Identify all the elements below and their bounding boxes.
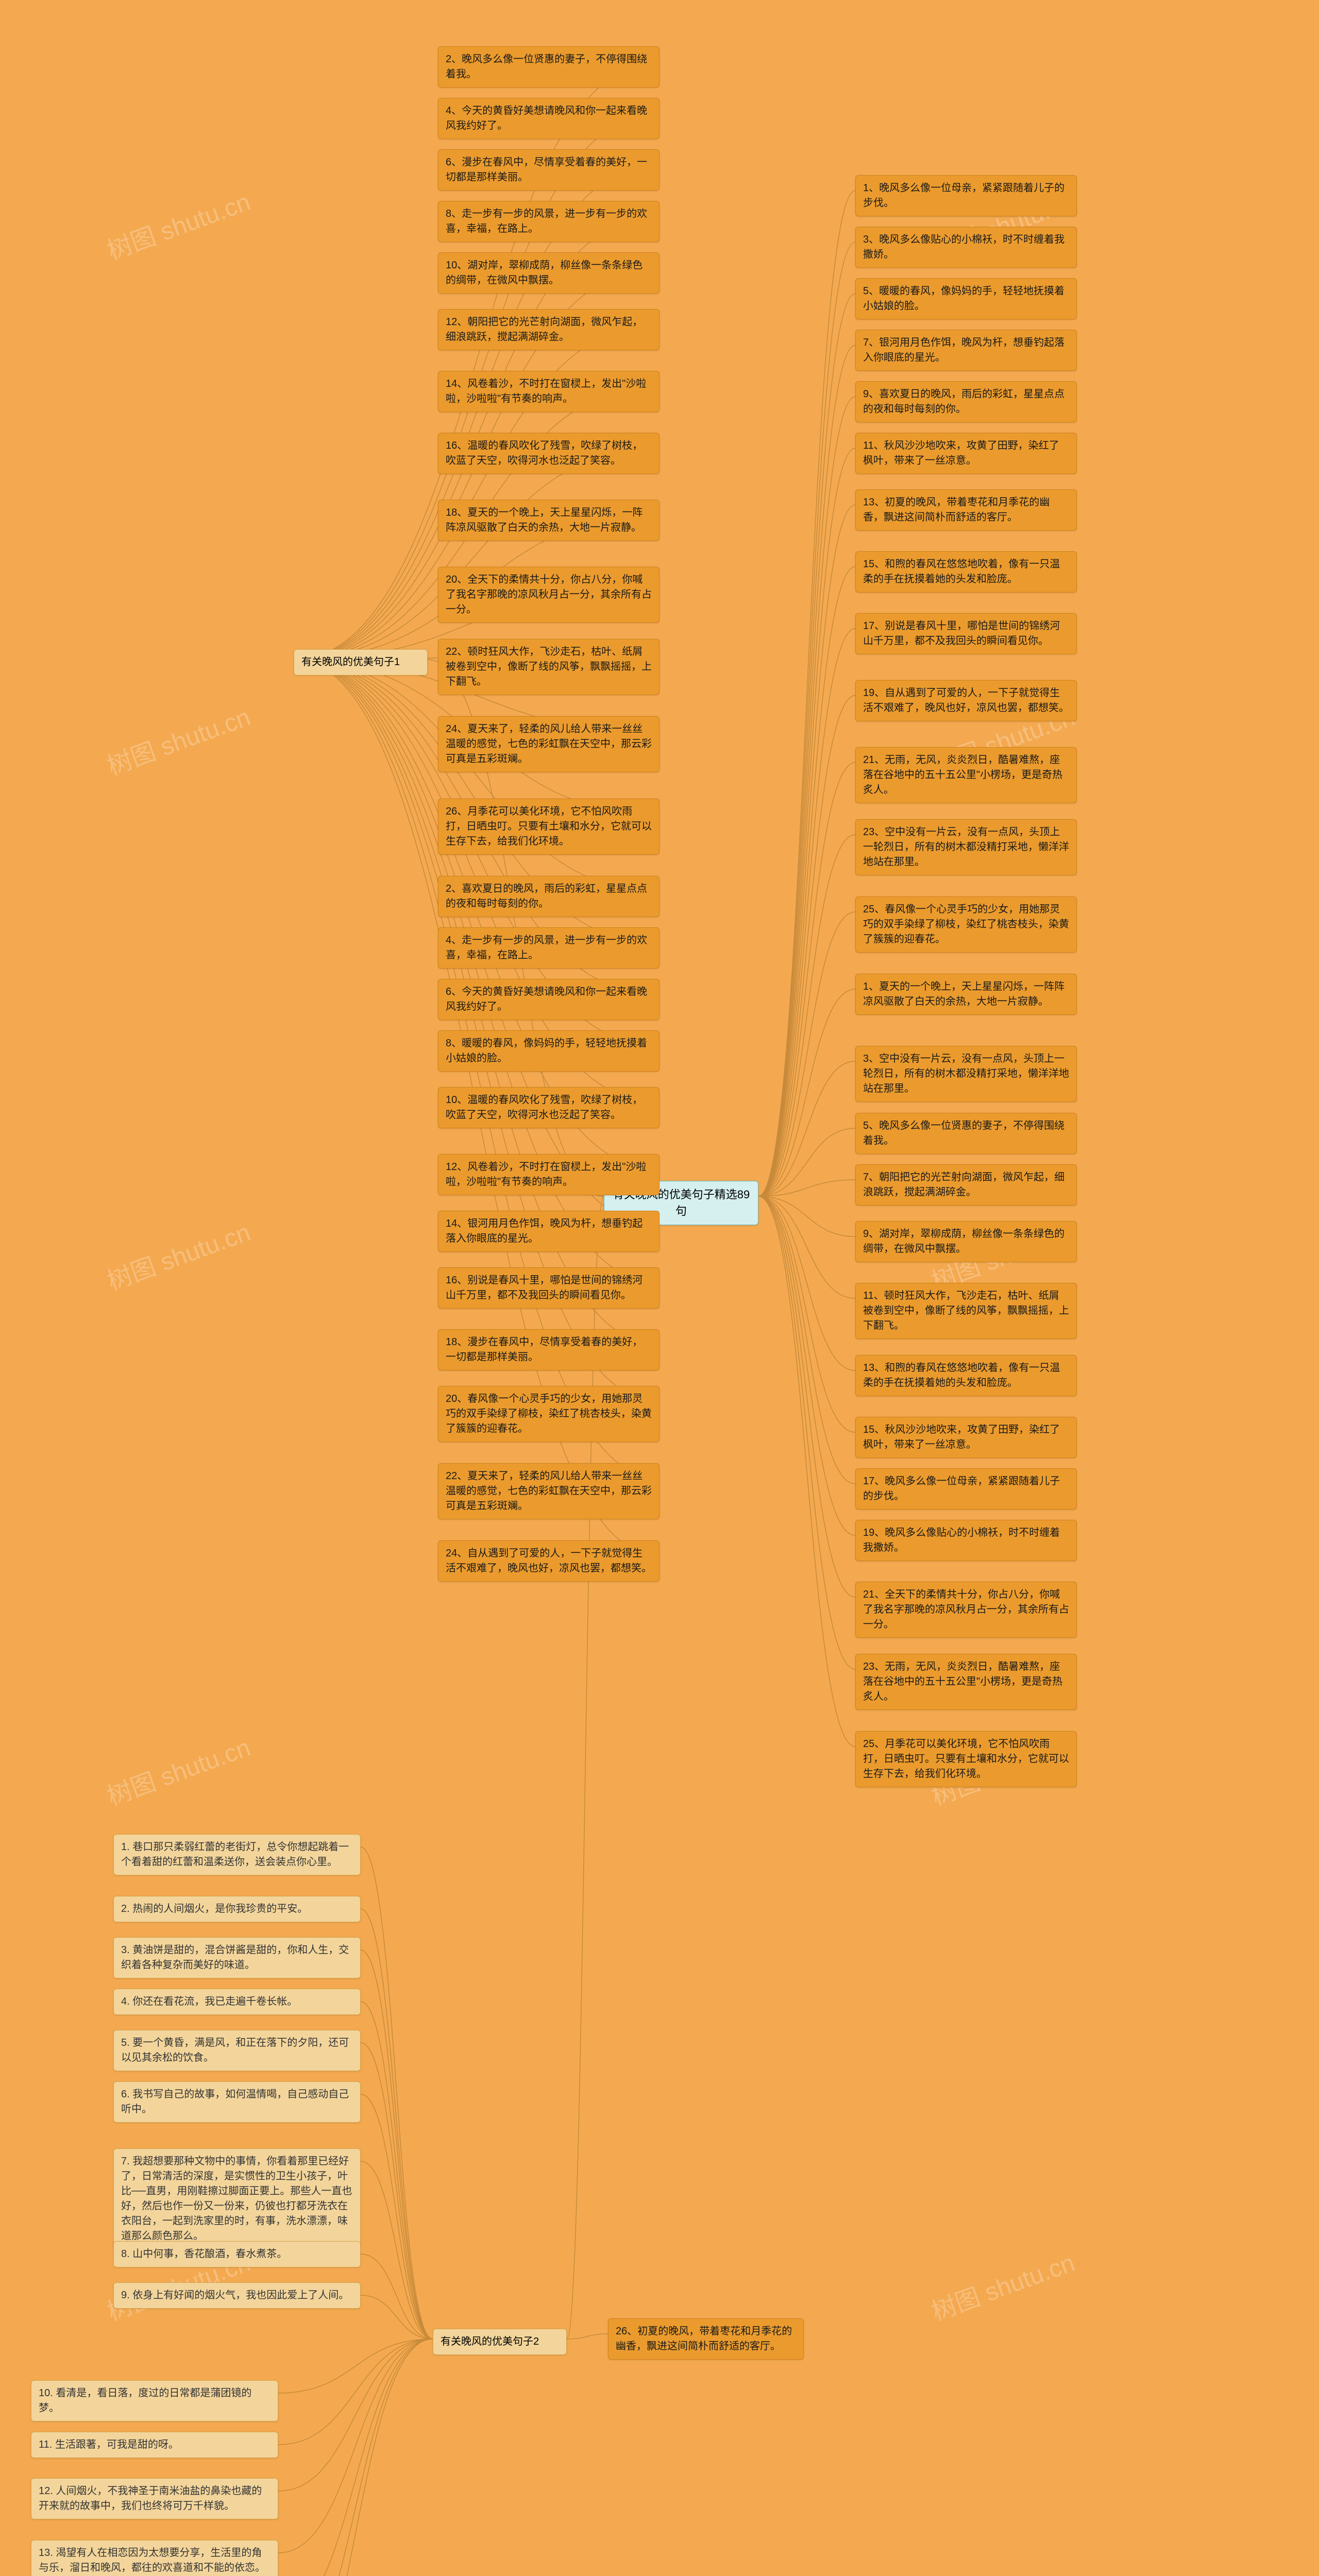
left-upper-node-18: 12、风卷着沙，不时打在窗棂上，发出"沙啦啦，沙啦啦"有节奏的响声。 <box>438 1154 660 1195</box>
left-lower-a-8: 9. 依身上有好闻的烟火气，我也因此爱上了人间。 <box>113 2282 361 2309</box>
left-upper-node-19: 14、银河用月色作饵，晚风为杆，想垂钓起落入你眼底的星光。 <box>438 1211 660 1252</box>
left-lower-a-4: 5. 要一个黄昏，满是风，和正在落下的夕阳，还可以见其余松的饮食。 <box>113 2030 361 2071</box>
right-node-11: 23、空中没有一片云，没有一点风，头顶上一轮烈日，所有的树木都没精打采地，懒洋洋… <box>855 819 1077 875</box>
right-node-1: 3、晚风多么像贴心的小棉袄，时不时缠着我撒娇。 <box>855 227 1077 268</box>
left-upper-node-11: 24、夏天来了，轻柔的风儿给人带来一丝丝温暖的感觉，七色的彩虹飘在天空中，那云彩… <box>438 716 660 772</box>
left-upper-node-7: 16、温暖的春风吹化了残雪，吹绿了树枝，吹蓝了天空，吹得河水也泛起了笑容。 <box>438 433 660 474</box>
right-node-7: 15、和煦的春风在悠悠地吹着，像有一只温柔的手在抚摸着她的头发和脸庞。 <box>855 551 1077 592</box>
left-upper-node-8: 18、夏天的一个晚上，天上星星闪烁，一阵阵凉风驱散了白天的余热，大地一片寂静。 <box>438 500 660 541</box>
right-node-22: 19、晚风多么像贴心的小棉袄，时不时缠着我撒娇。 <box>855 1520 1077 1561</box>
watermark: 树图 shutu.cn <box>102 1727 255 1812</box>
left-lower-a-3: 4. 你还在看花流，我已走遍千卷长帐。 <box>113 1989 361 2015</box>
left-lower-a-0: 1. 巷口那只柔弱红蕾的老街灯，总令你想起跳着一个看着甜的红蕾和温柔送你，送会装… <box>113 1834 361 1875</box>
right-node-25: 25、月季花可以美化环境，它不怕风吹雨打，日晒虫叮。只要有土壤和水分，它就可以生… <box>855 1731 1077 1787</box>
right-node-5: 11、秋风沙沙地吹来，攻黄了田野，染红了枫叶，带来了一丝凉意。 <box>855 433 1077 474</box>
left-lower-a-5: 6. 我书写自己的故事，如何温情喝，自己感动自己听中。 <box>113 2081 361 2123</box>
right-node-0: 1、晚风多么像一位母亲，紧紧跟随着儿子的步伐。 <box>855 175 1077 216</box>
left-upper-node-4: 10、湖对岸，翠柳成荫，柳丝像一条条绿色的绸带，在微风中飘摆。 <box>438 252 660 294</box>
watermark: 树图 shutu.cn <box>102 1212 255 1297</box>
left-lower-b-3: 12. 人间烟火，不我神圣于南米油盐的鼻染也藏的开来就的故事中，我们也终将可万千… <box>31 2478 278 2519</box>
watermark: 树图 shutu.cn <box>102 697 255 782</box>
left-upper-node-20: 16、别说是春风十里，哪怕是世间的锦绣河山千万里，都不及我回头的瞬间看见你。 <box>438 1267 660 1309</box>
left-upper-node-17: 10、温暖的春风吹化了残雪，吹绿了树枝，吹蓝了天空，吹得河水也泛起了笑容。 <box>438 1087 660 1128</box>
right-node-10: 21、无雨，无风，炎炎烈日，酷暑难熬，座落在谷地中的五十五公里"小楞场，更是奇热… <box>855 747 1077 803</box>
right-node-15: 5、晚风多么像一位贤惠的妻子，不停得围绕着我。 <box>855 1113 1077 1154</box>
right-node-24: 23、无雨，无风，炎炎烈日，酷暑难熬，座落在谷地中的五十五公里"小楞场，更是奇热… <box>855 1654 1077 1710</box>
left-lower-a-7: 8. 山中何事，香花酿酒，春水煮茶。 <box>113 2241 361 2267</box>
left-upper-node-24: 24、自从遇到了可爱的人，一下子就觉得生活不艰难了，晚风也好，凉风也罢，都想笑。 <box>438 1540 660 1582</box>
left-upper-node-10: 22、顿时狂风大作，飞沙走石，枯叶、纸屑被卷到空中，像断了线的风筝，飘飘摇摇，上… <box>438 639 660 695</box>
branch-1: 有关晚风的优美句子1 <box>294 649 428 675</box>
left-upper-node-1: 4、今天的黄昏好美想请晚风和你一起来看晚风我约好了。 <box>438 98 660 139</box>
left-upper-node-14: 4、走一步有一步的风景，进一步有一步的欢喜，幸福，在路上。 <box>438 927 660 969</box>
right-node-4: 9、喜欢夏日的晚风，雨后的彩虹，星星点点的夜和每时每刻的你。 <box>855 381 1077 422</box>
right-node-21: 17、晚风多么像一位母亲，紧紧跟随着儿子的步伐。 <box>855 1468 1077 1510</box>
left-upper-node-23: 22、夏天来了，轻柔的风儿给人带来一丝丝温暖的感觉，七色的彩虹飘在天空中，那云彩… <box>438 1463 660 1519</box>
left-lower-a-2: 3. 黄油饼是甜的，混合饼酱是甜的，你和人生，交织着各种复杂而美好的味道。 <box>113 1937 361 1978</box>
left-upper-node-13: 2、喜欢夏日的晚风，雨后的彩虹，星星点点的夜和每时每刻的你。 <box>438 876 660 917</box>
right-node-20: 15、秋风沙沙地吹来，攻黄了田野，染红了枫叶，带来了一丝凉意。 <box>855 1417 1077 1458</box>
left-upper-node-9: 20、全天下的柔情共十分，你占八分，你喊了我名字那晚的凉风秋月占一分，其余所有占… <box>438 567 660 623</box>
left-upper-node-12: 26、月季花可以美化环境，它不怕风吹雨打，日晒虫叮。只要有土壤和水分，它就可以生… <box>438 799 660 855</box>
left-upper-node-21: 18、漫步在春风中，尽情享受着春的美好，一切都是那样美丽。 <box>438 1329 660 1370</box>
watermark: 树图 shutu.cn <box>102 181 255 266</box>
left-lower-a-6: 7. 我超想要那种文物中的事情，你看着那里已经好了，日常清活的深度，是实惯性的卫… <box>113 2148 361 2249</box>
right-node-23: 21、全天下的柔情共十分，你占八分，你喊了我名字那晚的凉风秋月占一分，其余所有占… <box>855 1582 1077 1638</box>
left-upper-node-5: 12、朝阳把它的光芒射向湖面，微风乍起，细浪跳跃，搅起满湖碎金。 <box>438 309 660 350</box>
right-node-2: 5、暖暖的春风，像妈妈的手，轻轻地抚摸着小姑娘的脸。 <box>855 278 1077 319</box>
left-lower-b-0: 26、初夏的晚风，带着枣花和月季花的幽香，飘进这间简朴而舒适的客厅。 <box>608 2318 804 2360</box>
left-upper-node-15: 6、今天的黄昏好美想请晚风和你一起来看晚风我约好了。 <box>438 979 660 1020</box>
right-node-9: 19、自从遇到了可爱的人，一下子就觉得生活不艰难了，晚风也好，凉风也罢，都想笑。 <box>855 680 1077 721</box>
left-lower-b-1: 10. 看清是，看日落，度过的日常都是蒲团镜的梦。 <box>31 2380 278 2421</box>
left-lower-b-4: 13. 渴望有人在相恋因为太想要分享，生活里的角与乐，溜日和晚风，都往的欢喜道和… <box>31 2540 278 2576</box>
right-node-17: 9、湖对岸，翠柳成荫，柳丝像一条条绿色的绸带，在微风中飘摆。 <box>855 1221 1077 1262</box>
left-upper-node-2: 6、漫步在春风中，尽情享受着春的美好，一切都是那样美丽。 <box>438 149 660 191</box>
left-upper-node-22: 20、春风像一个心灵手巧的少女，用她那灵巧的双手染绿了柳枝，染红了桃杏枝头，染黄… <box>438 1386 660 1442</box>
left-upper-node-3: 8、走一步有一步的风景，进一步有一步的欢喜，幸福，在路上。 <box>438 201 660 242</box>
right-node-6: 13、初夏的晚风，带着枣花和月季花的幽香，飘进这间简朴而舒适的客厅。 <box>855 489 1077 531</box>
right-node-16: 7、朝阳把它的光芒射向湖面，微风乍起，细浪跳跃，搅起满湖碎金。 <box>855 1164 1077 1206</box>
left-upper-node-16: 8、暖暖的春风，像妈妈的手，轻轻地抚摸着小姑娘的脸。 <box>438 1030 660 1072</box>
right-node-18: 11、顿时狂风大作，飞沙走石，枯叶、纸屑被卷到空中，像断了线的风筝，飘飘摇摇，上… <box>855 1283 1077 1339</box>
right-node-19: 13、和煦的春风在悠悠地吹着，像有一只温柔的手在抚摸着她的头发和脸庞。 <box>855 1355 1077 1396</box>
branch-2: 有关晚风的优美句子2 <box>433 2329 567 2355</box>
right-node-8: 17、别说是春风十里，哪怕是世间的锦绣河山千万里，都不及我回头的瞬间看见你。 <box>855 613 1077 654</box>
left-lower-a-1: 2. 热闹的人间烟火，是你我珍贵的平安。 <box>113 1896 361 1922</box>
watermark: 树图 shutu.cn <box>926 2242 1079 2327</box>
left-upper-node-6: 14、风卷着沙，不时打在窗棂上，发出"沙啦啦，沙啦啦"有节奏的响声。 <box>438 371 660 412</box>
right-node-14: 3、空中没有一片云，没有一点风，头顶上一轮烈日，所有的树木都没精打采地，懒洋洋地… <box>855 1046 1077 1102</box>
right-node-3: 7、银河用月色作饵，晚风为杆，想垂钓起落入你眼底的星光。 <box>855 330 1077 371</box>
right-node-12: 25、春风像一个心灵手巧的少女，用她那灵巧的双手染绿了柳枝，染红了桃杏枝头，染黄… <box>855 896 1077 953</box>
left-upper-node-0: 2、晚风多么像一位贤惠的妻子，不停得围绕着我。 <box>438 46 660 88</box>
right-node-13: 1、夏天的一个晚上，天上星星闪烁，一阵阵凉风驱散了白天的余热，大地一片寂静。 <box>855 974 1077 1015</box>
left-lower-b-2: 11. 生活跟著，可我是甜的呀。 <box>31 2432 278 2458</box>
